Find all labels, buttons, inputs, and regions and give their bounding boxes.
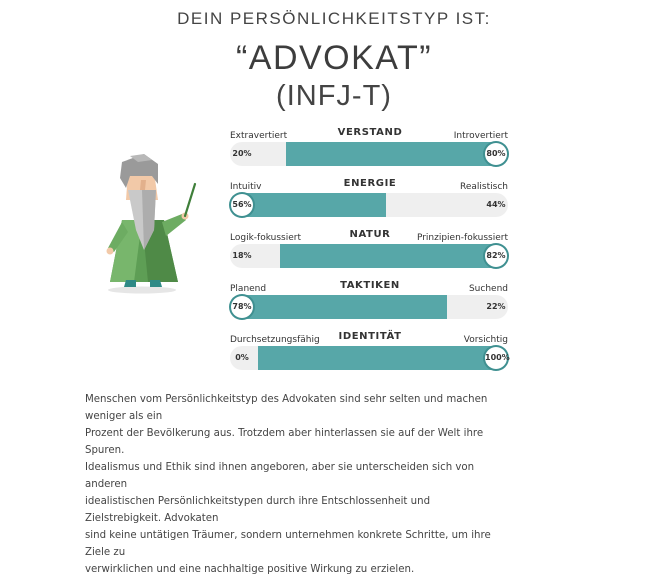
trait-left-percentage: 0% <box>235 353 249 362</box>
trait-left-percentage: 18% <box>232 251 252 260</box>
description-line: idealistischen Persönlichkeitstypen durc… <box>85 496 431 524</box>
trait-right-percentage: 44% <box>486 200 506 209</box>
trait-left-label: Intuitiv <box>230 182 262 192</box>
trait-bar-fill <box>286 142 508 166</box>
trait-left-label: Planend <box>230 284 267 294</box>
trait-row: Durchsetzungsfähig IDENTITÄT Vorsichtig 0% 1… <box>230 331 510 376</box>
description-line: sind keine untätigen Träumer, sondern un… <box>85 530 491 558</box>
trait-left-label: Durchsetzungsfähig <box>230 335 320 345</box>
trait-right-percentage: 100% <box>485 347 510 369</box>
personality-type-name: “ADVOKAT” <box>235 39 433 77</box>
description-line: verwirklichen und eine nachhaltige posit… <box>85 564 415 575</box>
description-line: Idealismus und Ethik sind ihnen angebore… <box>85 462 475 490</box>
trait-right-label: Introvertiert <box>453 131 508 141</box>
trait-left-percentage: 78% <box>231 296 253 318</box>
advocate-character-illustration <box>98 150 208 295</box>
trait-bar-track: 0% 100% <box>230 346 510 370</box>
trait-title: IDENTITÄT <box>338 331 402 342</box>
trait-bar-track: 20% 80% <box>230 142 508 166</box>
trait-left-label: Logik-fokussiert <box>230 233 301 243</box>
trait-right-percentage: 22% <box>486 302 506 311</box>
trait-right-label: Realistisch <box>460 182 508 192</box>
trait-bar-fill <box>280 244 508 268</box>
trait-row: Logik-fokussiert NATUR Prinzipien-fokussie… <box>230 229 510 274</box>
trait-row: Extravertiert VERSTAND Introvertiert 20% 80% <box>230 127 510 172</box>
trait-left-label: Extravertiert <box>230 131 288 141</box>
trait-left-percentage: 20% <box>232 149 252 158</box>
trait-row: Planend TAKTIKEN Suchend 78% 22% <box>230 280 510 325</box>
trait-title: ENERGIE <box>343 178 397 189</box>
personality-type-code: (INFJ-T) <box>276 80 392 112</box>
trait-right-percentage: 80% <box>485 143 507 165</box>
description-line: Menschen vom Persönlichkeitstyp des Advo… <box>85 394 488 422</box>
result-subtitle: DEIN PERSÖNLICHKEITSTYP IST: <box>177 9 491 28</box>
trait-bar-fill <box>230 193 386 217</box>
personality-description: Menschen vom Persönlichkeitstyp des Advo… <box>85 391 505 578</box>
trait-title: VERSTAND <box>337 127 403 138</box>
trait-right-label: Suchend <box>468 284 508 294</box>
trait-bar-track: 78% 22% <box>230 295 508 319</box>
trait-bar-fill <box>230 295 447 319</box>
trait-left-percentage: 56% <box>231 194 253 216</box>
trait-title: TAKTIKEN <box>340 280 400 291</box>
description-line: Prozent der Bevölkerung aus. Trotzdem ab… <box>85 428 484 456</box>
trait-bar-track: 56% 44% <box>230 193 508 217</box>
trait-bar-track: 18% 82% <box>230 244 508 268</box>
trait-right-label: Prinzipien-fokussiert <box>416 233 508 243</box>
trait-right-label: Vorsichtig <box>463 335 508 345</box>
trait-bar-fill <box>258 346 508 370</box>
trait-right-percentage: 82% <box>485 245 507 267</box>
trait-title: NATUR <box>349 229 391 240</box>
trait-row: Intuitiv ENERGIE Realistisch 56% 44% <box>230 178 510 223</box>
